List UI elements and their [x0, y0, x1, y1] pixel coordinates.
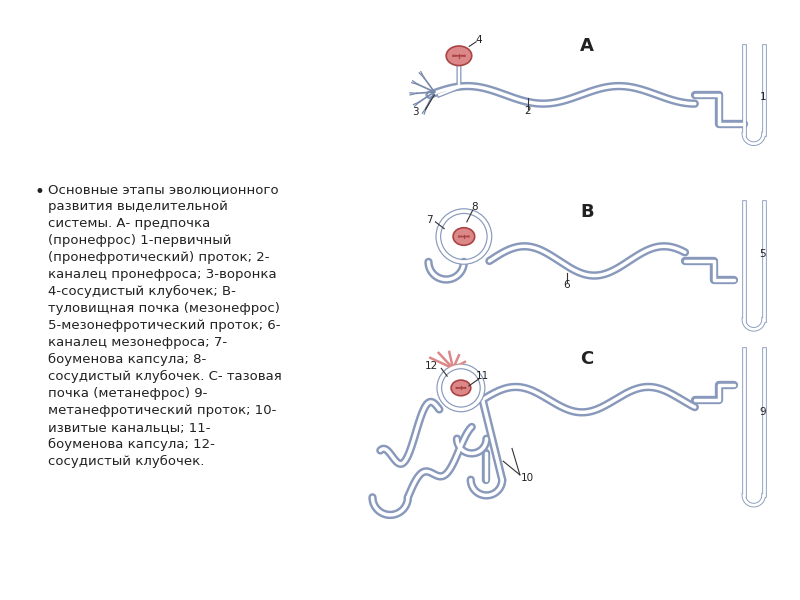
Text: 11: 11	[476, 371, 489, 381]
Text: 10: 10	[521, 473, 534, 483]
Text: 9: 9	[760, 407, 766, 418]
Ellipse shape	[453, 228, 474, 245]
Text: 2: 2	[525, 106, 531, 116]
Text: Основные этапы эволюционного
развития выделительной
системы. А- предпочка
(проне: Основные этапы эволюционного развития вы…	[48, 183, 282, 469]
Text: 3: 3	[413, 107, 419, 118]
Text: B: B	[580, 203, 594, 221]
Text: C: C	[580, 350, 594, 368]
Text: 4: 4	[475, 35, 482, 45]
Ellipse shape	[446, 46, 472, 65]
Text: 5: 5	[760, 249, 766, 259]
Text: •: •	[34, 183, 44, 201]
Text: A: A	[580, 37, 594, 55]
Text: 12: 12	[425, 361, 438, 371]
Text: 6: 6	[564, 280, 570, 290]
Text: 7: 7	[426, 215, 433, 225]
Text: 1: 1	[760, 92, 766, 102]
Text: 8: 8	[471, 202, 478, 212]
Ellipse shape	[451, 380, 470, 396]
